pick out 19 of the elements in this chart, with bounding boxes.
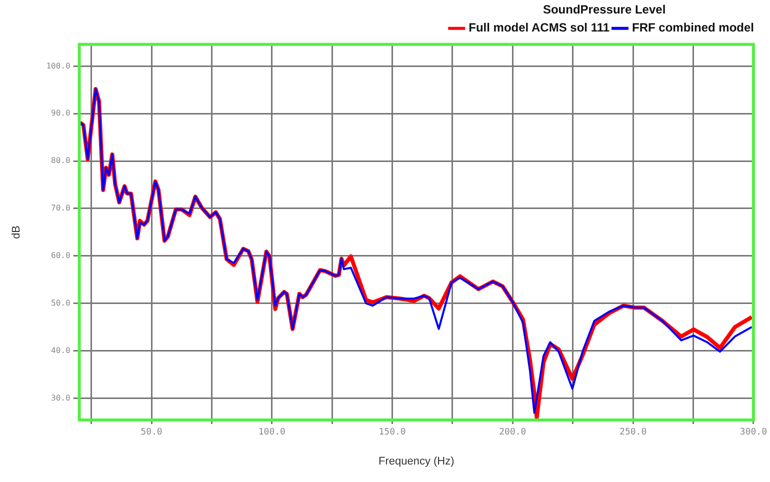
x-tick-label: 250.0 [620,428,647,438]
y-axis-title: dB [10,225,23,239]
y-tick-label: 70.0 [51,204,70,213]
legend-label: Full model ACMS sol 111 [468,20,610,35]
y-tick-label: 90.0 [51,108,70,118]
x-tick-label: 100.0 [258,428,286,438]
legend-title: SoundPressure Level [542,2,666,16]
x-tick-label: 300.0 [740,428,767,438]
y-tick-label: 60.0 [51,250,70,260]
x-axis-title: Frequency (Hz) [378,455,454,468]
y-tick-label: 40.0 [51,346,70,355]
y-tick-label: 100.0 [46,61,70,70]
x-tick-label: 200.0 [499,428,526,438]
x-tick-label: 50.0 [140,428,162,438]
legend-label: FRF combined model [632,20,754,35]
y-tick-label: 30.0 [51,393,70,402]
y-tick-label: 50.0 [51,298,70,308]
x-tick-label: 150.0 [378,428,406,438]
y-tick-label: 80.0 [51,156,70,166]
